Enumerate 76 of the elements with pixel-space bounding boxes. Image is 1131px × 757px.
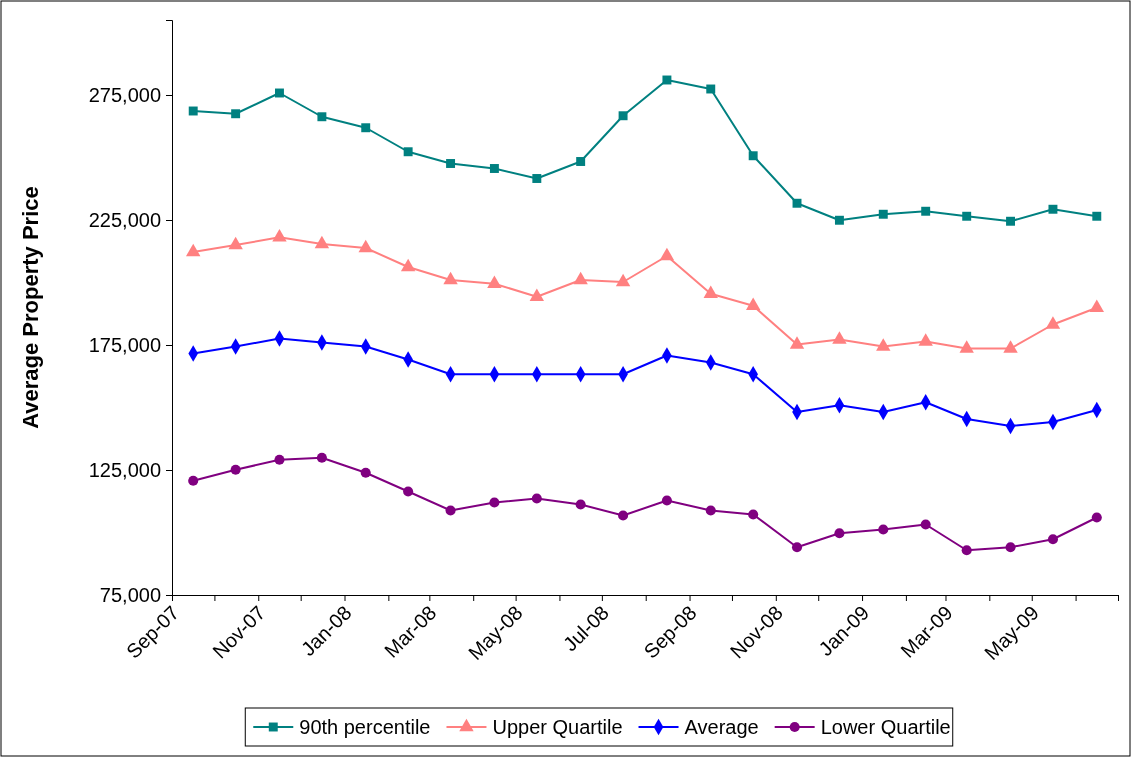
point (529, 288, 545, 301)
point (403, 486, 414, 497)
point (748, 509, 759, 520)
point (228, 236, 243, 250)
point (876, 338, 891, 351)
point (231, 109, 241, 119)
point (360, 467, 371, 478)
point (878, 524, 889, 535)
point (618, 510, 629, 521)
point (618, 111, 628, 121)
point (1091, 512, 1102, 523)
point (445, 505, 456, 516)
point (576, 157, 586, 166)
point (274, 454, 285, 465)
point (832, 331, 847, 344)
legend-label: Lower Quartile (820, 716, 951, 738)
point (615, 273, 631, 287)
point (1003, 340, 1018, 353)
point (703, 285, 718, 298)
point (662, 75, 672, 85)
point (230, 464, 241, 475)
point (532, 174, 542, 183)
point (487, 275, 502, 288)
point (358, 239, 373, 253)
y-tick-label: 225,000 (88, 208, 161, 231)
point (706, 84, 716, 94)
point (791, 542, 803, 553)
legend-label: Average (684, 716, 759, 738)
point (659, 247, 675, 261)
point (1005, 542, 1016, 553)
y-tick-label: 75,000 (99, 583, 161, 606)
y-tick-label: 175,000 (88, 333, 161, 356)
point (400, 258, 416, 272)
point (834, 528, 845, 539)
legend-label: 90th percentile (299, 716, 431, 738)
point (573, 271, 588, 285)
point (446, 159, 456, 168)
y-tick-label: 125,000 (88, 458, 161, 481)
point (959, 340, 974, 353)
point (920, 519, 931, 530)
legend-label: Upper Quartile (492, 716, 623, 738)
point (1045, 316, 1061, 329)
point (1048, 204, 1058, 214)
point (961, 545, 972, 556)
point (962, 211, 972, 221)
point (1006, 216, 1015, 226)
point (316, 452, 327, 463)
point (575, 499, 586, 510)
point (792, 198, 802, 208)
point (661, 495, 672, 506)
point (443, 271, 458, 285)
point (188, 106, 198, 116)
point (275, 88, 284, 98)
point (1089, 299, 1104, 312)
y-tick-label: 275,000 (88, 83, 161, 106)
point (789, 336, 805, 349)
point (918, 333, 933, 346)
y-axis-title: Average Property Price (18, 186, 43, 429)
point (921, 206, 931, 216)
point (834, 215, 844, 225)
point (489, 164, 499, 173)
point (403, 147, 413, 157)
point (317, 112, 327, 122)
point (531, 493, 542, 504)
point (745, 297, 761, 310)
point (186, 243, 201, 257)
point (1092, 211, 1102, 221)
point (489, 497, 500, 508)
point (361, 123, 371, 133)
point (878, 209, 888, 219)
point (705, 505, 716, 516)
point (272, 228, 287, 242)
point (314, 235, 330, 249)
point (188, 475, 199, 486)
point (1047, 534, 1058, 545)
point (748, 151, 758, 161)
